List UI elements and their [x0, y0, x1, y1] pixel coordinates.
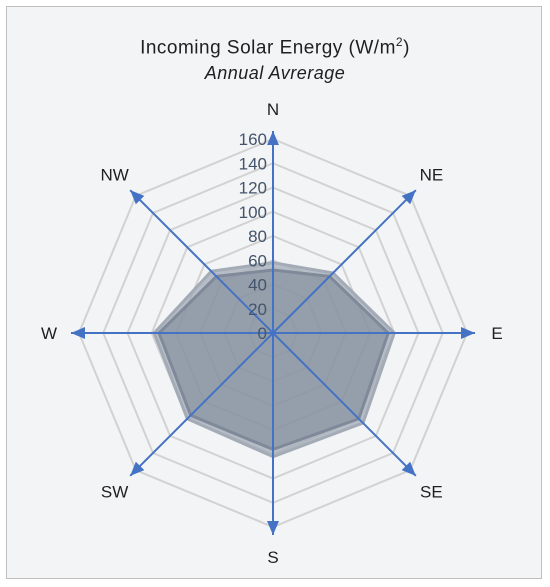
arrowhead-n — [267, 131, 279, 145]
arrowhead-se — [401, 461, 416, 476]
arrowhead-nw — [130, 190, 145, 205]
tick-label: 120 — [239, 179, 267, 198]
axis-sw — [129, 332, 274, 477]
chart-subtitle: Annual Avrerage — [204, 63, 346, 84]
direction-label-n: N — [267, 100, 279, 119]
arrowhead-sw — [130, 461, 145, 476]
chart-title: Incoming Solar Energy (W/m2) — [140, 35, 410, 59]
tick-label: 0 — [258, 324, 267, 343]
arrowhead-ne — [401, 190, 416, 205]
tick-label: 60 — [248, 251, 267, 270]
axis-ne — [272, 189, 417, 334]
axis-nw — [129, 189, 274, 334]
tick-label: 20 — [248, 300, 267, 319]
direction-label-s: S — [267, 548, 278, 567]
arrowhead-s — [267, 521, 279, 535]
direction-label-w: W — [41, 324, 57, 343]
arrowhead-w — [71, 327, 85, 339]
direction-label-nw: NW — [100, 166, 128, 185]
tick-label: 160 — [239, 130, 267, 149]
direction-label-e: E — [491, 324, 502, 343]
direction-label-se: SE — [420, 482, 443, 501]
tick-label: 40 — [248, 276, 267, 295]
tick-label: 140 — [239, 154, 267, 173]
tick-label: 100 — [239, 203, 267, 222]
axis-se — [272, 332, 417, 477]
tick-label: 80 — [248, 227, 267, 246]
arrowhead-e — [461, 327, 475, 339]
chart-title-block: Incoming Solar Energy (W/m2) Annual Avre… — [0, 30, 550, 86]
direction-label-sw: SW — [101, 482, 128, 501]
direction-label-ne: NE — [420, 166, 444, 185]
